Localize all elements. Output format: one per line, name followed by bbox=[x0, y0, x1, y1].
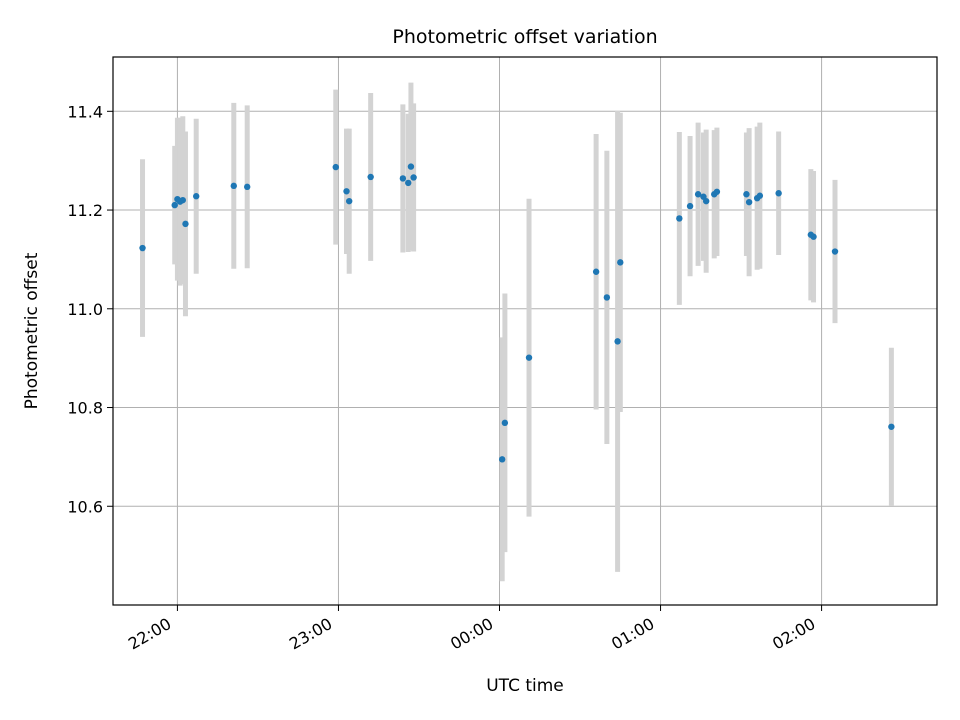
data-point bbox=[501, 419, 509, 427]
chart-title: Photometric offset variation bbox=[392, 26, 657, 48]
data-point bbox=[139, 244, 146, 252]
data-point bbox=[810, 233, 817, 240]
data-point bbox=[230, 182, 237, 190]
data-point bbox=[603, 294, 611, 301]
data-point bbox=[367, 173, 374, 181]
y-tick-label: 10.6 bbox=[67, 497, 103, 516]
data-point bbox=[686, 202, 694, 210]
data-point bbox=[244, 183, 251, 191]
data-point bbox=[694, 191, 702, 198]
data-point bbox=[407, 163, 415, 170]
data-point bbox=[399, 175, 407, 182]
data-points bbox=[139, 163, 895, 463]
data-point bbox=[702, 197, 710, 205]
data-point bbox=[343, 188, 350, 195]
data-point bbox=[182, 220, 189, 228]
data-point bbox=[617, 259, 624, 266]
y-axis-ticks: 10.6 10.8 11.0 11.2 11.4 bbox=[67, 102, 113, 516]
data-point bbox=[405, 179, 412, 187]
data-point bbox=[193, 193, 200, 200]
data-point bbox=[614, 338, 621, 345]
data-point bbox=[775, 190, 782, 197]
grid-lines bbox=[113, 57, 937, 605]
data-point bbox=[676, 215, 683, 222]
data-point bbox=[756, 192, 764, 199]
data-point bbox=[592, 268, 600, 275]
data-point bbox=[332, 163, 339, 171]
data-point bbox=[498, 456, 506, 463]
data-point bbox=[831, 248, 839, 255]
data-point bbox=[525, 354, 533, 361]
y-tick-label: 11.4 bbox=[67, 102, 103, 121]
data-point bbox=[713, 188, 721, 195]
x-axis-label: UTC time bbox=[486, 676, 564, 696]
plot-area-frame bbox=[112, 56, 938, 606]
y-tick-label: 11.2 bbox=[67, 201, 103, 220]
data-point bbox=[745, 198, 753, 206]
data-point bbox=[345, 197, 353, 205]
y-tick-label: 11.0 bbox=[67, 300, 103, 319]
data-point bbox=[888, 423, 895, 430]
data-point bbox=[743, 191, 750, 198]
data-point bbox=[410, 174, 417, 181]
data-point bbox=[179, 196, 186, 204]
data-point bbox=[171, 201, 178, 209]
y-tick-label: 10.8 bbox=[67, 399, 103, 418]
y-axis-label: Photometric offset bbox=[22, 252, 42, 409]
